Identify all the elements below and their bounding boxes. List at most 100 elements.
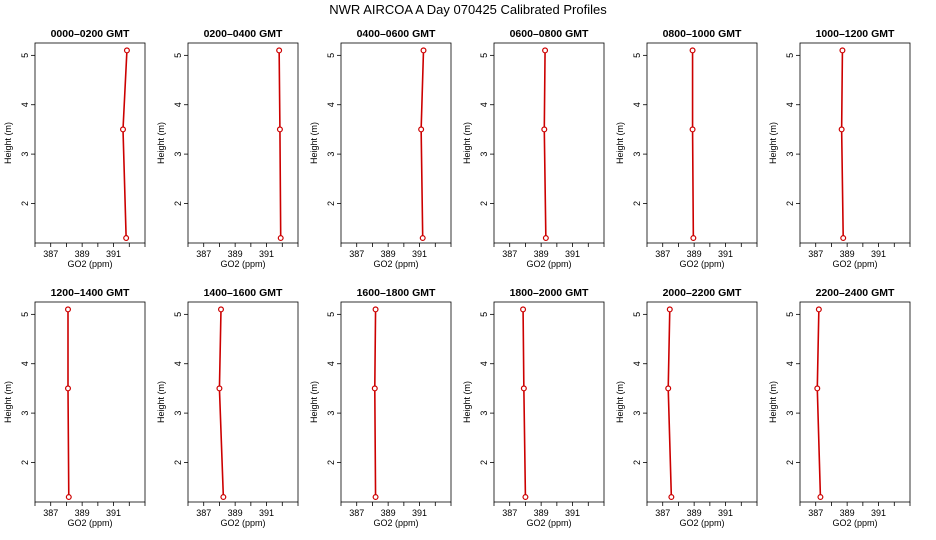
plot-frame: [799, 42, 911, 244]
y-axis-label: Height (m): [309, 122, 319, 164]
panel-title: 1200–1400 GMT: [51, 287, 130, 299]
x-tick-label: 391: [259, 249, 274, 259]
y-tick-label: 2: [326, 201, 336, 206]
profile-line: [67, 309, 70, 498]
x-tick-label: 389: [840, 508, 855, 518]
x-tick-label: 387: [349, 508, 364, 518]
y-tick-label: 3: [632, 411, 642, 416]
data-point: [520, 306, 527, 313]
x-tick-label: 387: [808, 249, 823, 259]
panel-10: 1800–2000 GMT 387 389 391 2 3 4 5 GO2 (ppm) Heigh…: [462, 287, 605, 528]
x-tick-label: 387: [808, 508, 823, 518]
panel-11: 2000–2200 GMT 387 389 391 2 3 4 5 GO2 (ppm) Heigh…: [615, 287, 758, 528]
x-tick-label: 391: [565, 508, 580, 518]
x-tick-label: 387: [196, 249, 211, 259]
panel-title: 1800–2000 GMT: [510, 287, 589, 299]
plot-frame: [493, 42, 605, 244]
plot-frame: [187, 301, 299, 503]
y-tick-label: 5: [632, 53, 642, 58]
x-axis-label: GO2 (ppm): [373, 518, 418, 528]
data-point: [520, 385, 527, 392]
x-tick-label: 391: [106, 508, 121, 518]
y-tick-label: 3: [173, 411, 183, 416]
profile-line: [420, 50, 425, 239]
y-tick-label: 2: [632, 201, 642, 206]
y-tick-label: 5: [785, 312, 795, 317]
panel-1: 0000–0200 GMT 387 389 391 2 3 4 5 GO2 (ppm) Heigh…: [3, 28, 146, 269]
x-tick-label: 391: [718, 508, 733, 518]
x-tick-label: 389: [534, 508, 549, 518]
y-tick-label: 2: [479, 201, 489, 206]
y-axis-label: Height (m): [309, 381, 319, 423]
x-tick-label: 387: [655, 249, 670, 259]
y-tick-label: 4: [20, 102, 30, 107]
x-tick-label: 387: [43, 249, 58, 259]
profile-line: [667, 309, 673, 498]
y-tick-label: 5: [479, 53, 489, 58]
x-tick-label: 389: [381, 508, 396, 518]
x-tick-label: 391: [565, 249, 580, 259]
y-tick-label: 2: [326, 460, 336, 465]
profile-line: [373, 309, 377, 498]
y-axis-label: Height (m): [462, 122, 472, 164]
data-point: [372, 306, 379, 313]
y-tick-label: 2: [20, 201, 30, 206]
data-point: [815, 306, 822, 313]
panel-title: 0400–0600 GMT: [357, 28, 436, 40]
data-point: [123, 235, 130, 242]
x-axis-label: GO2 (ppm): [67, 259, 112, 269]
data-point: [689, 126, 696, 133]
y-tick-label: 5: [173, 53, 183, 58]
data-point: [542, 235, 549, 242]
data-point: [838, 126, 845, 133]
data-point: [123, 47, 130, 54]
x-tick-label: 389: [75, 249, 90, 259]
panel-9: 1600–1800 GMT 387 389 391 2 3 4 5 GO2 (ppm) Heigh…: [309, 287, 452, 528]
x-axis-label: GO2 (ppm): [526, 259, 571, 269]
y-tick-label: 4: [632, 102, 642, 107]
panel-title: 0600–0800 GMT: [510, 28, 589, 40]
x-tick-label: 391: [412, 249, 427, 259]
data-point: [418, 126, 425, 133]
profile-line: [691, 50, 695, 239]
x-tick-label: 389: [228, 249, 243, 259]
data-point: [817, 494, 824, 501]
plot-frame: [187, 42, 299, 244]
plot-frame: [34, 301, 146, 503]
y-axis-label: Height (m): [768, 381, 778, 423]
panel-title: 1600–1800 GMT: [357, 287, 436, 299]
y-tick-label: 5: [20, 312, 30, 317]
data-point: [218, 306, 225, 313]
y-tick-label: 2: [632, 460, 642, 465]
x-tick-label: 391: [412, 508, 427, 518]
data-point: [64, 385, 71, 392]
data-point: [371, 385, 378, 392]
panel-5: 0800–1000 GMT 387 389 391 2 3 4 5 GO2 (ppm) Heigh…: [615, 28, 758, 269]
x-tick-label: 389: [687, 249, 702, 259]
x-axis-label: GO2 (ppm): [220, 518, 265, 528]
y-tick-label: 5: [785, 53, 795, 58]
data-point: [689, 47, 696, 54]
profile-line: [840, 50, 845, 239]
profile-line: [543, 50, 547, 239]
data-point: [665, 385, 672, 392]
data-point: [372, 494, 379, 501]
y-axis-label: Height (m): [615, 122, 625, 164]
y-tick-label: 4: [479, 102, 489, 107]
y-tick-label: 4: [785, 361, 795, 366]
panel-title: 0200–0400 GMT: [204, 28, 283, 40]
y-tick-label: 5: [20, 53, 30, 58]
x-tick-label: 387: [196, 508, 211, 518]
panel-title: 1000–1200 GMT: [816, 28, 895, 40]
y-tick-label: 4: [326, 361, 336, 366]
y-tick-label: 2: [173, 201, 183, 206]
y-tick-label: 4: [785, 102, 795, 107]
plot-frame: [340, 301, 452, 503]
y-tick-label: 4: [173, 361, 183, 366]
data-point: [216, 385, 223, 392]
panel-12: 2200–2400 GMT 387 389 391 2 3 4 5 GO2 (ppm) Heigh…: [768, 287, 911, 528]
y-axis-label: Height (m): [615, 381, 625, 423]
y-axis-label: Height (m): [156, 381, 166, 423]
panel-title: 2200–2400 GMT: [816, 287, 895, 299]
